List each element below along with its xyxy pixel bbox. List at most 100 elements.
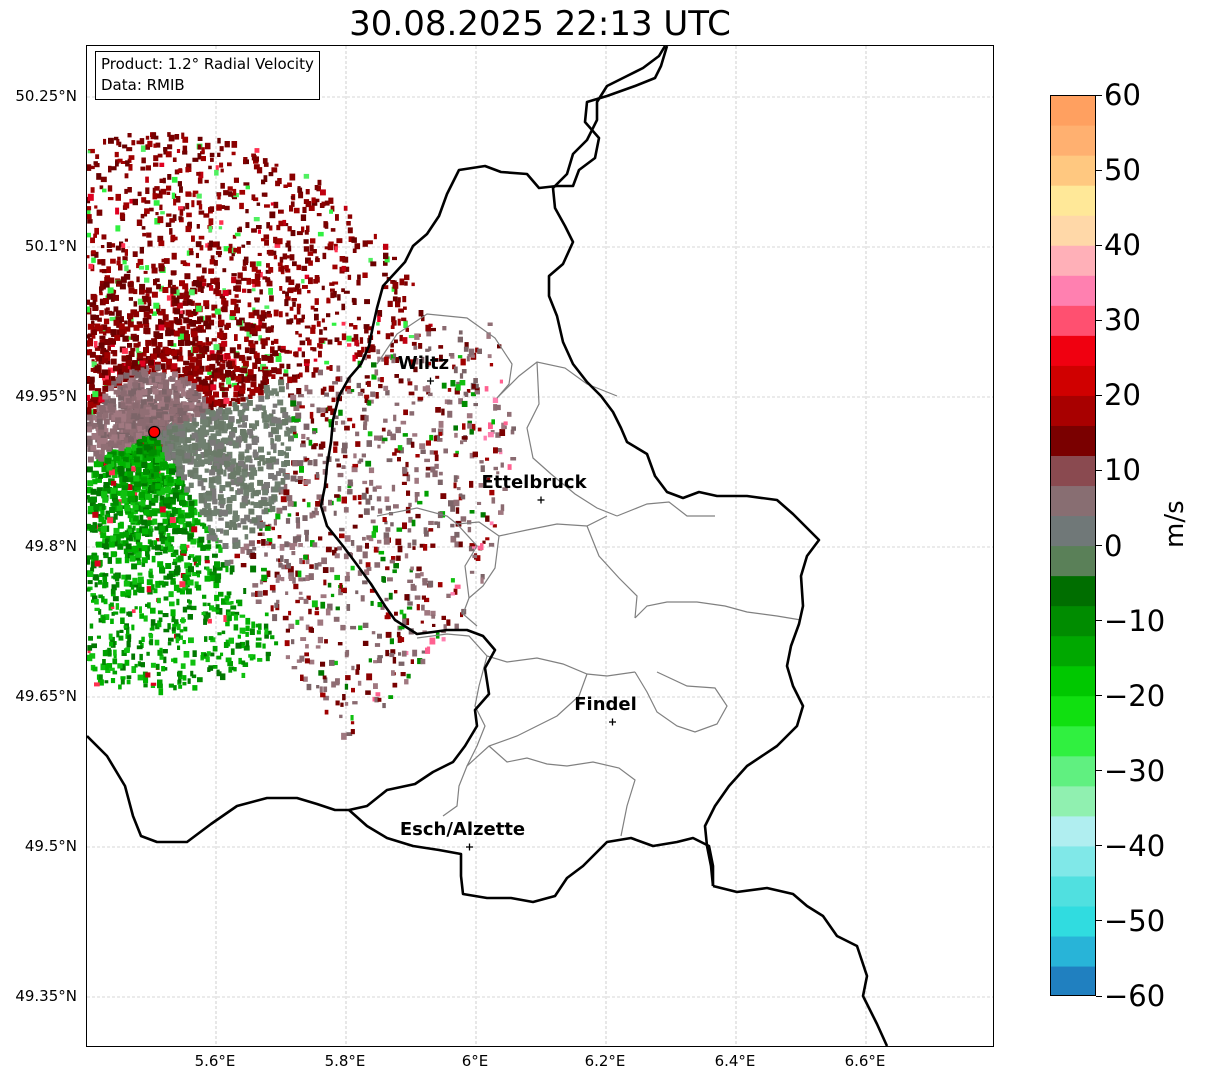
colorbar-segment: [1050, 125, 1096, 156]
echo-pixel: [185, 521, 192, 528]
echo-pixel: [182, 584, 189, 591]
echo-pixel: [165, 524, 172, 528]
echo-pixel: [87, 580, 93, 585]
echo-pixel: [345, 675, 351, 681]
echo-pixel: [217, 369, 224, 376]
echo-pixel: [417, 658, 423, 665]
echo-pixel: [111, 414, 118, 421]
echo-pixel: [227, 162, 232, 167]
echo-pixel: [237, 424, 243, 428]
echo-pixel: [224, 595, 230, 601]
echo-pixel: [264, 500, 268, 507]
echo-pixel: [239, 202, 244, 210]
echo-pixel: [104, 680, 109, 684]
echo-pixel: [415, 454, 420, 458]
echo-pixel: [90, 444, 97, 451]
echo-pixel: [283, 483, 288, 491]
echo-pixel: [365, 498, 371, 505]
echo-pixel: [434, 358, 439, 362]
echo-pixel: [327, 582, 332, 588]
echo-pixel: [115, 316, 122, 323]
echo-pixel: [362, 407, 367, 412]
echo-pixel: [507, 464, 512, 470]
echo-pixel: [118, 422, 125, 429]
echo-pixel: [156, 412, 163, 419]
echo-pixel: [212, 368, 218, 373]
echo-pixel: [150, 607, 156, 614]
echo-pixel: [327, 243, 334, 251]
echo-pixel: [241, 672, 246, 678]
echo-pixel: [166, 185, 172, 191]
echo-pixel: [96, 209, 103, 216]
echo-pixel: [209, 206, 215, 212]
echo-pixel: [404, 274, 410, 281]
echo-pixel: [136, 542, 143, 549]
echo-pixel: [324, 639, 328, 644]
echo-pixel: [351, 466, 358, 473]
echo-pixel: [282, 412, 289, 418]
echo-pixel: [182, 136, 189, 143]
echo-pixel: [196, 193, 202, 199]
echo-pixel: [351, 389, 355, 393]
echo-pixel: [450, 592, 455, 596]
echo-pixel: [163, 546, 168, 554]
radar-map[interactable]: [86, 45, 994, 1047]
echo-pixel: [289, 543, 296, 550]
echo-pixel: [443, 448, 448, 454]
echo-pixel: [141, 197, 147, 203]
echo-pixel: [461, 400, 468, 407]
echo-pixel: [106, 310, 112, 315]
echo-pixel: [497, 344, 502, 349]
echo-pixel: [115, 557, 122, 564]
echo-pixel: [291, 666, 298, 670]
echo-pixel: [159, 420, 165, 427]
echo-pixel: [184, 562, 190, 569]
echo-pixel: [122, 448, 129, 453]
echo-pixel: [364, 299, 370, 305]
echo-pixel: [214, 439, 221, 445]
colorbar-tick-label: 0: [1104, 528, 1123, 563]
echo-pixel: [142, 317, 149, 324]
echo-pixel: [403, 409, 408, 416]
echo-pixel: [87, 340, 93, 347]
echo-pixel: [90, 488, 97, 495]
echo-pixel: [311, 324, 316, 329]
echo-pixel: [314, 185, 319, 191]
echo-pixel: [342, 694, 346, 701]
echo-pixel: [417, 396, 424, 401]
echo-pixel: [130, 508, 137, 515]
echo-pixel: [424, 610, 431, 616]
echo-pixel: [362, 551, 368, 559]
echo-pixel: [135, 551, 142, 558]
echo-pixel: [101, 466, 108, 473]
echo-pixel: [231, 253, 235, 257]
echo-pixel: [88, 263, 93, 269]
echo-pixel: [91, 250, 96, 255]
echo-pixel: [405, 461, 409, 468]
echo-pixel: [460, 440, 464, 445]
echo-pixel: [350, 565, 355, 571]
echo-pixel: [284, 452, 289, 459]
echo-pixel: [197, 368, 204, 375]
echo-pixel: [110, 678, 116, 684]
echo-pixel: [159, 377, 165, 384]
echo-pixel: [157, 372, 164, 379]
echo-pixel: [171, 407, 178, 413]
radar-site-marker[interactable]: [148, 425, 161, 439]
echo-pixel: [154, 278, 160, 283]
echo-pixel: [92, 479, 98, 485]
echo-pixel: [380, 377, 384, 383]
echo-pixel: [121, 347, 128, 354]
echo-pixel: [207, 618, 212, 624]
echo-pixel: [178, 292, 184, 300]
echo-pixel: [238, 416, 245, 423]
echo-pixel: [141, 369, 148, 376]
echo-pixel: [141, 528, 148, 535]
echo-pixel: [144, 429, 151, 436]
echo-pixel: [105, 538, 109, 545]
echo-pixel: [286, 363, 291, 369]
echo-pixel: [222, 509, 228, 516]
echo-pixel: [128, 164, 133, 171]
echo-pixel: [282, 219, 287, 226]
echo-pixel: [243, 489, 250, 496]
